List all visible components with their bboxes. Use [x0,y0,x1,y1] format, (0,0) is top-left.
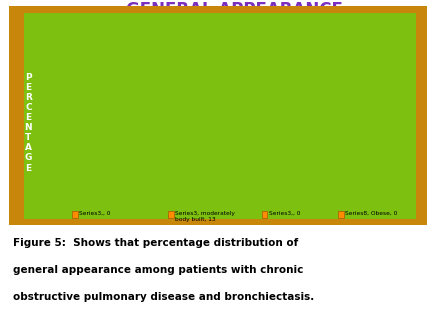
Text: Series8, Obese, 0: Series8, Obese, 0 [345,211,397,216]
Text: Series3, moderately
body built, 13: Series3, moderately body built, 13 [204,163,281,182]
Text: general appearance among patients with chronic: general appearance among patients with c… [13,265,303,275]
Text: Series3,, 0: Series3,, 0 [79,211,110,216]
Bar [61,45,99,211]
Text: obstructive pulmonary disease and bronchiectasis.: obstructive pulmonary disease and bronch… [13,292,314,302]
Bar [215,186,254,211]
Text: Series3,, 0: Series3,, 0 [269,211,300,216]
Text: P
E
R
C
E
N
T
A
G
E: P E R C E N T A G E [24,73,32,173]
Text: Figure 5:  Shows that percentage distribution of: Figure 5: Shows that percentage distribu… [13,238,298,248]
Text: Series3, thin body
built, 87: Series3, thin body built, 87 [126,43,196,63]
Title: GENERAL APPEARANCE: GENERAL APPEARANCE [126,1,343,19]
Text: Series3, moderately
body built, 13: Series3, moderately body built, 13 [175,211,235,222]
